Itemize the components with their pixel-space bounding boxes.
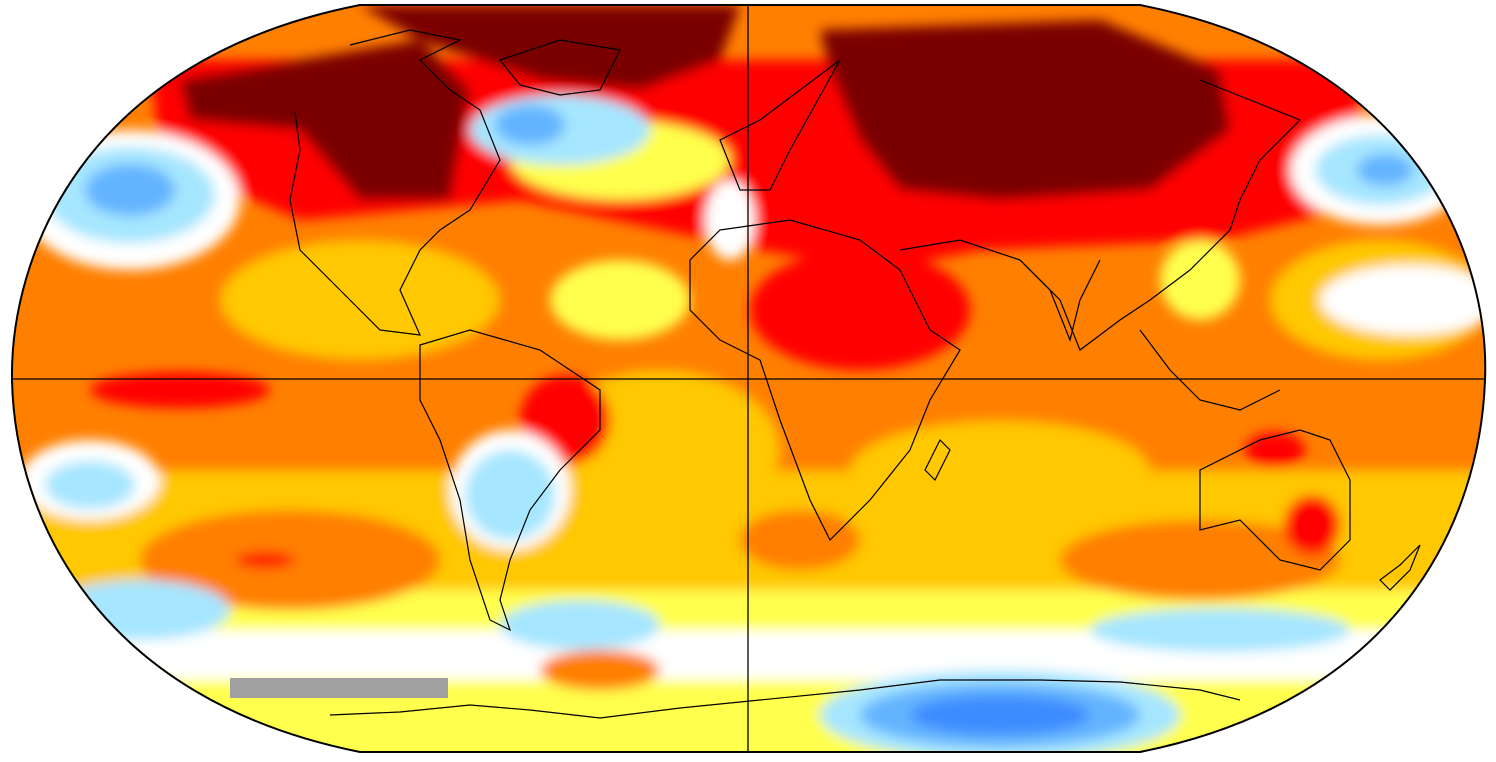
gold-pacific-mid bbox=[220, 240, 500, 360]
coast-new-zealand bbox=[1379, 544, 1421, 591]
darkred-greenland bbox=[360, 5, 740, 90]
coast-india bbox=[1019, 259, 1101, 342]
red-australia-north bbox=[1245, 432, 1305, 468]
coast-south-america bbox=[419, 329, 601, 632]
paleblue-argentina bbox=[465, 450, 555, 540]
orange-south-atlantic bbox=[740, 510, 860, 570]
coast-madagascar bbox=[924, 438, 951, 482]
blue-ne-pacific bbox=[85, 164, 175, 216]
coastlines bbox=[289, 29, 1421, 719]
gold-indian bbox=[850, 420, 1150, 520]
blue-nw-pacific bbox=[1357, 154, 1413, 186]
coast-europe bbox=[719, 59, 841, 191]
mediumblue-antarctica bbox=[910, 695, 1090, 735]
coast-australia bbox=[1199, 429, 1351, 571]
white-sahara-west bbox=[705, 180, 755, 260]
blue-labrador bbox=[495, 105, 565, 145]
red-sahara bbox=[750, 250, 970, 370]
darkred-siberia bbox=[820, 20, 1230, 200]
paleblue-drake bbox=[500, 600, 660, 650]
orange-south-indian bbox=[1060, 520, 1340, 600]
coast-africa bbox=[689, 219, 961, 542]
white-west-pacific bbox=[1320, 265, 1486, 335]
coast-greenland bbox=[498, 39, 621, 96]
orange-antarctic-peninsula bbox=[540, 650, 660, 690]
yellow-china-sea bbox=[1160, 240, 1240, 320]
paleblue-southern-ocean-west bbox=[50, 580, 230, 640]
red-south-pacific-spot bbox=[235, 552, 295, 568]
map-frame bbox=[10, 4, 1487, 753]
coast-antarctica bbox=[329, 679, 1241, 719]
red-east-pacific bbox=[90, 372, 270, 408]
coast-se-asia bbox=[1139, 329, 1281, 411]
paleblue-southern-indian bbox=[1090, 608, 1350, 652]
paleblue-se-pacific bbox=[45, 461, 135, 509]
no-data-patch bbox=[230, 678, 448, 698]
yellow-west-africa bbox=[550, 260, 690, 340]
red-australia-east bbox=[1284, 495, 1340, 555]
coast-north-america bbox=[289, 29, 501, 336]
darkred-north-america bbox=[180, 40, 470, 200]
